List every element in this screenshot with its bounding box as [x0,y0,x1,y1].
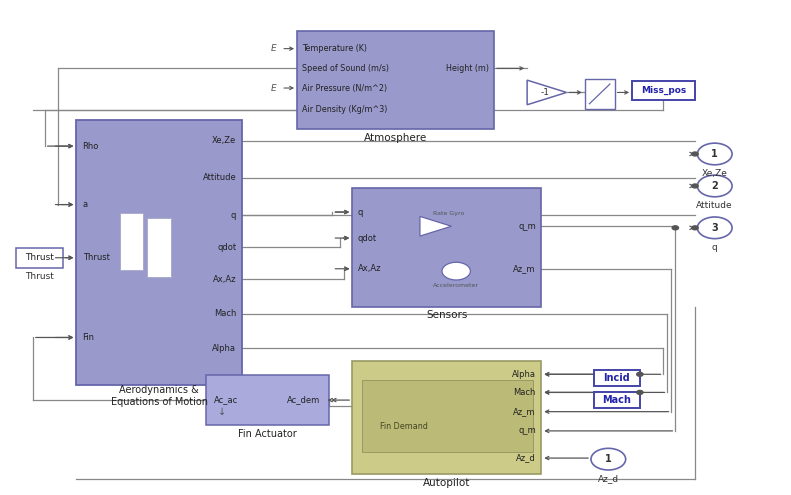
Text: Temperature (K): Temperature (K) [302,44,368,53]
Polygon shape [420,216,452,236]
Text: Alpha: Alpha [212,344,237,352]
Text: q: q [231,211,237,220]
Text: E: E [271,84,276,93]
Text: Air Pressure (N/m^2): Air Pressure (N/m^2) [302,84,388,93]
Text: Thrust: Thrust [25,253,54,262]
Circle shape [637,372,643,376]
Text: Ax,Az: Ax,Az [358,264,381,273]
Text: Accelerometer: Accelerometer [433,284,479,289]
FancyBboxPatch shape [585,79,615,109]
FancyBboxPatch shape [297,31,494,129]
Polygon shape [527,80,566,105]
Text: Ac_ac: Ac_ac [214,396,238,404]
Text: 3: 3 [711,223,718,233]
Text: Height (m): Height (m) [445,64,489,73]
Text: Az_d: Az_d [598,474,619,483]
Text: Thrust: Thrust [82,253,109,262]
Circle shape [698,175,732,197]
Text: Autopilot: Autopilot [423,478,471,488]
Text: qdot: qdot [358,234,377,243]
FancyBboxPatch shape [119,213,143,270]
Text: Mach: Mach [603,395,631,405]
FancyBboxPatch shape [352,361,541,474]
Text: Attitude: Attitude [696,201,733,210]
FancyBboxPatch shape [594,392,640,408]
FancyBboxPatch shape [206,376,328,425]
FancyBboxPatch shape [16,248,62,268]
Text: Sensors: Sensors [426,310,467,320]
Text: 1: 1 [711,149,718,159]
Text: Rho: Rho [82,142,99,150]
Text: Az_m: Az_m [513,407,536,416]
Circle shape [692,184,698,188]
FancyBboxPatch shape [632,81,695,100]
Circle shape [692,226,698,230]
Circle shape [672,226,679,230]
Circle shape [692,152,698,156]
Text: Rate Gyro: Rate Gyro [433,211,465,216]
Circle shape [442,262,471,280]
Text: qdot: qdot [218,243,237,251]
Circle shape [637,391,643,395]
Text: 1: 1 [605,454,611,464]
Text: Fin Actuator: Fin Actuator [238,429,297,439]
Text: Mach: Mach [513,388,536,397]
Text: ↓: ↓ [218,407,226,417]
Text: Attitude: Attitude [202,174,237,183]
Text: q_m: q_m [518,222,536,231]
Text: Mach: Mach [214,309,237,318]
Text: Aerodynamics &
Equations of Motion: Aerodynamics & Equations of Motion [111,385,207,407]
Text: Atmosphere: Atmosphere [364,133,427,143]
Text: Fin: Fin [82,333,95,342]
Text: q: q [712,243,717,252]
Circle shape [591,448,626,470]
Text: Az_m: Az_m [513,264,536,273]
Text: Miss_pos: Miss_pos [641,86,686,95]
Circle shape [698,143,732,165]
Text: Speed of Sound (m/s): Speed of Sound (m/s) [302,64,389,73]
FancyBboxPatch shape [594,370,640,386]
Text: 2: 2 [711,181,718,191]
Text: Xe,Ze: Xe,Ze [702,169,728,178]
Text: a: a [82,200,88,209]
Text: q: q [358,207,363,216]
Text: Ax,Az: Ax,Az [213,275,237,284]
FancyBboxPatch shape [352,189,541,306]
Text: -1: -1 [541,88,550,97]
Text: Xe,Ze: Xe,Ze [212,136,237,146]
FancyBboxPatch shape [147,218,171,277]
Text: Ac_dem: Ac_dem [287,396,320,404]
Text: Air Density (Kg/m^3): Air Density (Kg/m^3) [302,105,388,114]
Text: Fin Demand: Fin Demand [380,422,428,431]
Text: q_m: q_m [518,426,536,436]
FancyBboxPatch shape [361,380,533,452]
Text: Az_d: Az_d [516,453,536,462]
Text: Incid: Incid [604,373,630,383]
Circle shape [698,217,732,239]
FancyBboxPatch shape [76,119,242,385]
Text: Thrust: Thrust [25,272,54,281]
Text: E: E [271,44,276,53]
Text: Alpha: Alpha [512,370,536,379]
